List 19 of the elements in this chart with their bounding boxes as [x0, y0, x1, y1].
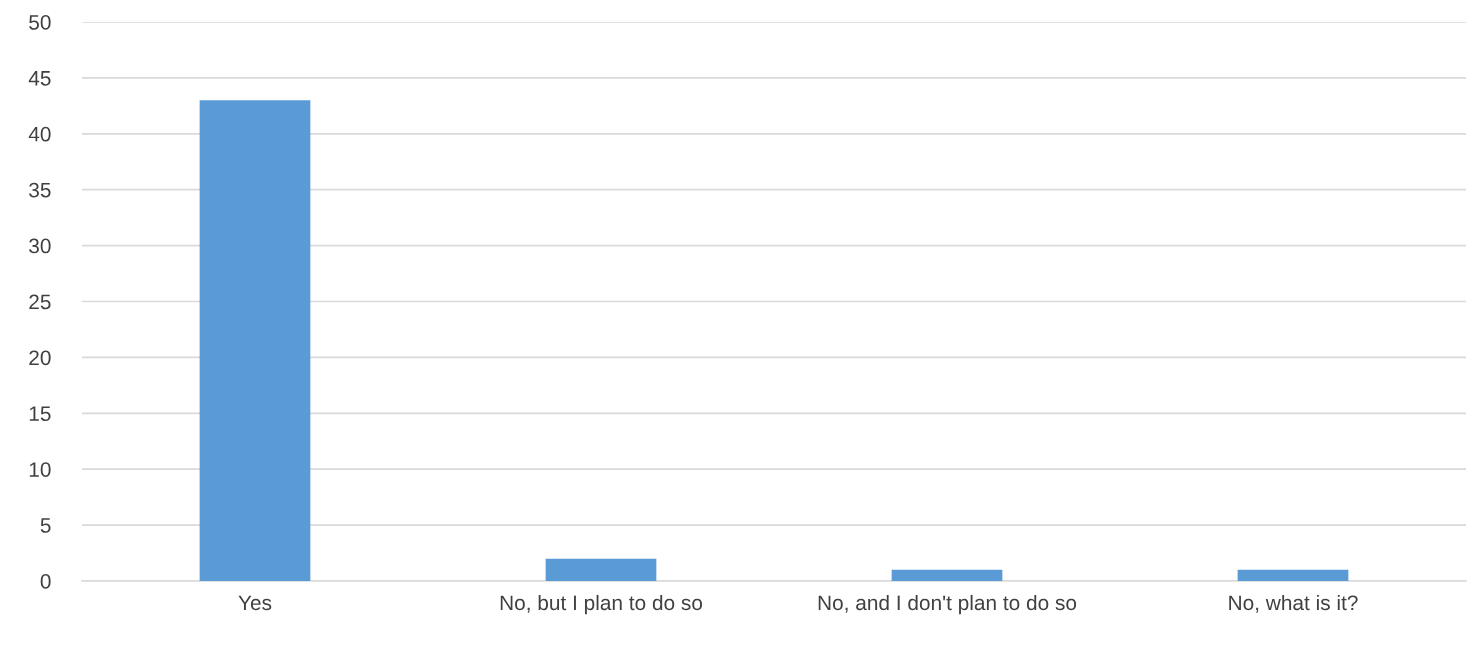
- y-tick-label: 35: [29, 182, 51, 198]
- bar: [1237, 569, 1349, 581]
- y-tick-label: 15: [29, 406, 51, 422]
- x-tick-label: No, what is it?: [1229, 594, 1358, 613]
- y-tick-label: 25: [29, 294, 51, 310]
- y-tick-label: 10: [29, 462, 51, 477]
- bar: [545, 558, 657, 581]
- bar: [891, 569, 1003, 581]
- x-tick-label: Yes: [238, 595, 272, 611]
- y-tick-label: 5: [40, 518, 51, 533]
- y-tick-label: 50: [29, 15, 51, 30]
- x-tick-label: No, but I plan to do so: [500, 594, 703, 615]
- x-tick-label: No, and I don't plan to do so: [818, 594, 1077, 615]
- y-tick-label: 45: [28, 71, 51, 86]
- y-tick-label: 40: [28, 126, 51, 142]
- bar: [199, 100, 311, 581]
- y-tick-label: 20: [29, 350, 51, 366]
- y-tick-label: 0: [40, 574, 51, 589]
- y-tick-label: 30: [29, 238, 51, 254]
